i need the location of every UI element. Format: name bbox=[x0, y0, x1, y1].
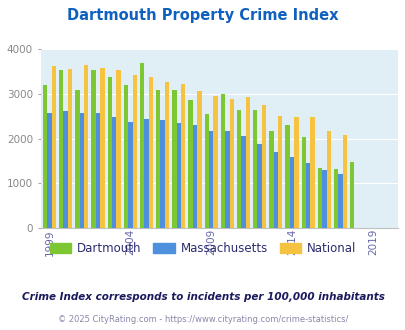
Bar bbox=[47, 113, 51, 228]
Bar bbox=[309, 117, 314, 228]
Bar bbox=[252, 110, 257, 228]
Bar bbox=[124, 85, 128, 228]
Bar bbox=[220, 94, 225, 228]
Bar bbox=[204, 114, 209, 228]
Bar bbox=[337, 174, 342, 228]
Bar bbox=[96, 113, 100, 228]
Bar bbox=[317, 168, 321, 228]
Bar bbox=[156, 89, 160, 228]
Bar bbox=[144, 119, 148, 228]
Bar bbox=[68, 69, 72, 228]
Bar bbox=[181, 84, 185, 228]
Bar bbox=[229, 99, 233, 228]
Bar bbox=[277, 116, 281, 228]
Bar bbox=[245, 97, 249, 228]
Bar bbox=[197, 91, 201, 228]
Bar bbox=[43, 85, 47, 228]
Legend: Dartmouth, Massachusetts, National: Dartmouth, Massachusetts, National bbox=[50, 242, 355, 255]
Bar bbox=[305, 163, 309, 228]
Bar bbox=[59, 70, 63, 228]
Bar bbox=[132, 75, 136, 228]
Bar bbox=[176, 123, 181, 228]
Bar bbox=[84, 65, 88, 228]
Bar bbox=[140, 63, 144, 228]
Text: Dartmouth Property Crime Index: Dartmouth Property Crime Index bbox=[67, 8, 338, 23]
Bar bbox=[342, 135, 346, 228]
Bar bbox=[63, 111, 68, 228]
Bar bbox=[192, 125, 197, 228]
Bar bbox=[188, 100, 192, 228]
Bar bbox=[301, 137, 305, 228]
Bar bbox=[285, 125, 289, 228]
Bar bbox=[213, 96, 217, 228]
Bar bbox=[294, 117, 298, 228]
Bar bbox=[172, 89, 176, 228]
Bar bbox=[51, 66, 56, 228]
Bar bbox=[349, 162, 354, 228]
Bar bbox=[100, 68, 104, 228]
Bar bbox=[289, 157, 294, 228]
Bar bbox=[333, 169, 337, 228]
Bar bbox=[241, 136, 245, 228]
Bar bbox=[326, 131, 330, 228]
Bar bbox=[112, 117, 116, 228]
Bar bbox=[257, 145, 261, 228]
Bar bbox=[91, 70, 96, 228]
Bar bbox=[225, 131, 229, 228]
Bar bbox=[107, 77, 112, 228]
Bar bbox=[261, 105, 266, 228]
Bar bbox=[273, 151, 277, 228]
Text: Crime Index corresponds to incidents per 100,000 inhabitants: Crime Index corresponds to incidents per… bbox=[21, 292, 384, 302]
Bar bbox=[148, 77, 153, 228]
Text: © 2025 CityRating.com - https://www.cityrating.com/crime-statistics/: © 2025 CityRating.com - https://www.city… bbox=[58, 315, 347, 324]
Bar bbox=[116, 70, 120, 228]
Bar bbox=[164, 82, 169, 228]
Bar bbox=[321, 170, 326, 228]
Bar bbox=[160, 120, 164, 228]
Bar bbox=[79, 113, 84, 228]
Bar bbox=[269, 131, 273, 228]
Bar bbox=[75, 89, 79, 228]
Bar bbox=[128, 122, 132, 228]
Bar bbox=[209, 131, 213, 228]
Bar bbox=[237, 110, 241, 228]
